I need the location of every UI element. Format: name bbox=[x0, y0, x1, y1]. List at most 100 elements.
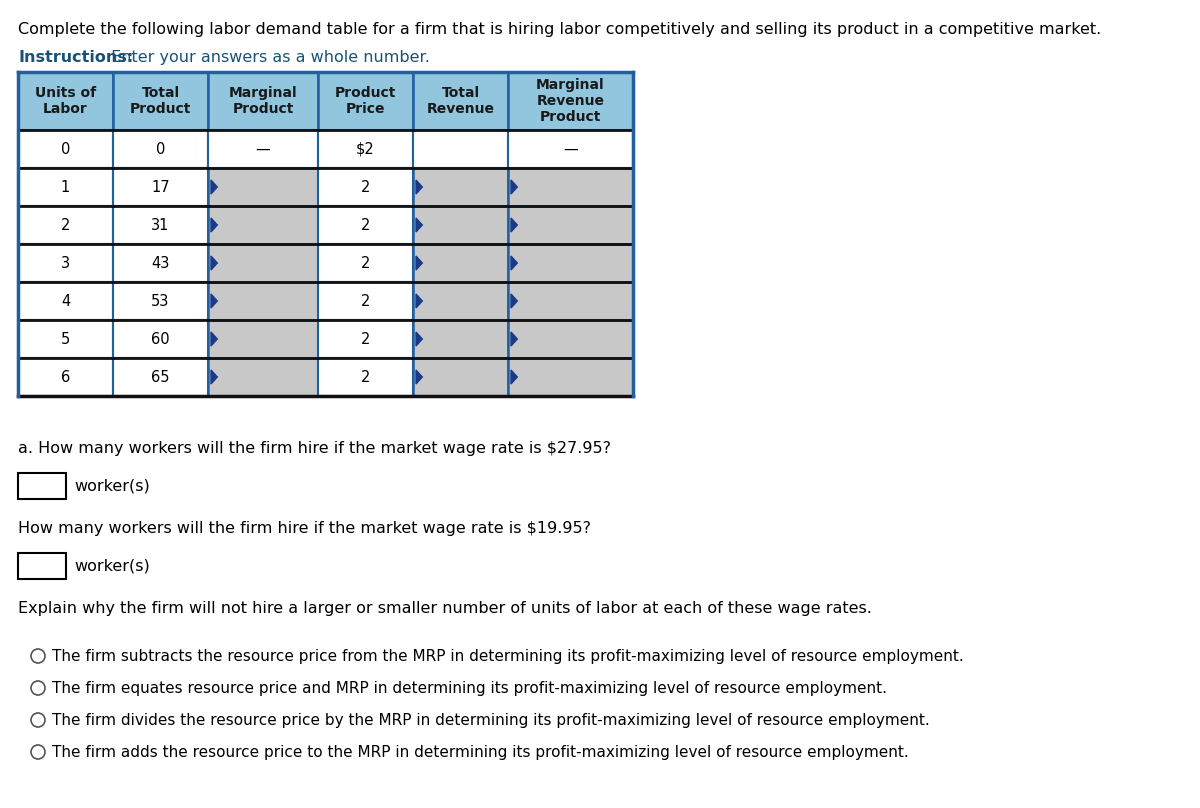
Bar bbox=[113, 244, 208, 282]
Polygon shape bbox=[416, 294, 422, 308]
Polygon shape bbox=[211, 294, 217, 308]
Bar bbox=[208, 72, 318, 130]
Text: Total
Product: Total Product bbox=[130, 86, 191, 116]
Bar bbox=[18, 282, 113, 320]
Text: worker(s): worker(s) bbox=[74, 558, 150, 574]
Polygon shape bbox=[211, 370, 217, 384]
Text: Marginal
Revenue
Product: Marginal Revenue Product bbox=[536, 78, 605, 124]
Bar bbox=[413, 244, 508, 282]
Bar bbox=[113, 282, 208, 320]
Text: The firm equates resource price and MRP in determining its profit-maximizing lev: The firm equates resource price and MRP … bbox=[52, 680, 887, 696]
Bar bbox=[318, 244, 413, 282]
Text: Instructions:: Instructions: bbox=[18, 50, 133, 65]
Bar bbox=[413, 282, 508, 320]
Polygon shape bbox=[416, 180, 422, 194]
Text: 1: 1 bbox=[61, 179, 70, 195]
Text: Marginal
Product: Marginal Product bbox=[229, 86, 298, 116]
Bar bbox=[18, 206, 113, 244]
Text: The firm divides the resource price by the MRP in determining its profit-maximiz: The firm divides the resource price by t… bbox=[52, 713, 930, 727]
Bar bbox=[508, 320, 634, 358]
Bar bbox=[18, 72, 113, 130]
Bar bbox=[508, 282, 634, 320]
Bar bbox=[413, 72, 508, 130]
Bar bbox=[208, 168, 318, 206]
Bar bbox=[208, 320, 318, 358]
Text: 2: 2 bbox=[361, 293, 370, 309]
Polygon shape bbox=[416, 332, 422, 346]
Bar bbox=[208, 206, 318, 244]
Bar bbox=[413, 130, 508, 168]
Text: 6: 6 bbox=[61, 369, 70, 385]
Bar bbox=[18, 320, 113, 358]
Text: How many workers will the firm hire if the market wage rate is $19.95?: How many workers will the firm hire if t… bbox=[18, 521, 592, 536]
Polygon shape bbox=[211, 332, 217, 346]
Bar bbox=[318, 168, 413, 206]
Bar bbox=[413, 320, 508, 358]
Text: —: — bbox=[256, 141, 270, 157]
Text: 53: 53 bbox=[151, 293, 169, 309]
Polygon shape bbox=[511, 218, 517, 232]
Bar bbox=[413, 206, 508, 244]
Polygon shape bbox=[211, 180, 217, 194]
Bar bbox=[508, 72, 634, 130]
Text: 17: 17 bbox=[151, 179, 170, 195]
Text: The firm adds the resource price to the MRP in determining its profit-maximizing: The firm adds the resource price to the … bbox=[52, 744, 908, 760]
Text: Explain why the firm will not hire a larger or smaller number of units of labor : Explain why the firm will not hire a lar… bbox=[18, 601, 872, 616]
Bar bbox=[113, 130, 208, 168]
Polygon shape bbox=[416, 256, 422, 270]
Bar bbox=[208, 358, 318, 396]
Bar bbox=[18, 168, 113, 206]
Bar bbox=[208, 130, 318, 168]
Polygon shape bbox=[416, 370, 422, 384]
Text: worker(s): worker(s) bbox=[74, 478, 150, 494]
Polygon shape bbox=[211, 256, 217, 270]
Bar bbox=[318, 358, 413, 396]
Bar bbox=[208, 244, 318, 282]
Text: 2: 2 bbox=[361, 217, 370, 233]
Text: 2: 2 bbox=[361, 331, 370, 347]
Text: 2: 2 bbox=[361, 255, 370, 271]
Polygon shape bbox=[511, 332, 517, 346]
Text: 0: 0 bbox=[156, 141, 166, 157]
Text: 60: 60 bbox=[151, 331, 170, 347]
Text: Complete the following labor demand table for a firm that is hiring labor compet: Complete the following labor demand tabl… bbox=[18, 22, 1102, 37]
Bar bbox=[508, 244, 634, 282]
Bar bbox=[318, 206, 413, 244]
Bar bbox=[508, 206, 634, 244]
Text: 3: 3 bbox=[61, 255, 70, 271]
Text: $2: $2 bbox=[356, 141, 374, 157]
Bar bbox=[113, 168, 208, 206]
Text: The firm subtracts the resource price from the MRP in determining its profit-max: The firm subtracts the resource price fr… bbox=[52, 649, 964, 663]
Text: 31: 31 bbox=[151, 217, 169, 233]
Text: Total
Revenue: Total Revenue bbox=[426, 86, 494, 116]
Text: a. How many workers will the firm hire if the market wage rate is $27.95?: a. How many workers will the firm hire i… bbox=[18, 441, 611, 456]
Text: Product
Price: Product Price bbox=[335, 86, 396, 116]
Bar bbox=[113, 72, 208, 130]
Text: 0: 0 bbox=[61, 141, 70, 157]
Bar bbox=[413, 358, 508, 396]
Polygon shape bbox=[511, 294, 517, 308]
Bar bbox=[508, 358, 634, 396]
Bar bbox=[18, 358, 113, 396]
Bar bbox=[113, 206, 208, 244]
Text: 2: 2 bbox=[361, 179, 370, 195]
Bar bbox=[18, 130, 113, 168]
Text: 43: 43 bbox=[151, 255, 169, 271]
Circle shape bbox=[31, 745, 46, 759]
Bar bbox=[113, 358, 208, 396]
Text: 65: 65 bbox=[151, 369, 169, 385]
Bar bbox=[113, 320, 208, 358]
Text: 4: 4 bbox=[61, 293, 70, 309]
Text: —: — bbox=[563, 141, 578, 157]
Bar bbox=[18, 553, 66, 579]
Bar bbox=[413, 168, 508, 206]
Text: Units of
Labor: Units of Labor bbox=[35, 86, 96, 116]
Text: Enter your answers as a whole number.: Enter your answers as a whole number. bbox=[106, 50, 430, 65]
Circle shape bbox=[31, 649, 46, 663]
Text: 5: 5 bbox=[61, 331, 70, 347]
Polygon shape bbox=[511, 370, 517, 384]
Bar bbox=[318, 282, 413, 320]
Bar bbox=[208, 282, 318, 320]
Polygon shape bbox=[211, 218, 217, 232]
Text: 2: 2 bbox=[61, 217, 70, 233]
